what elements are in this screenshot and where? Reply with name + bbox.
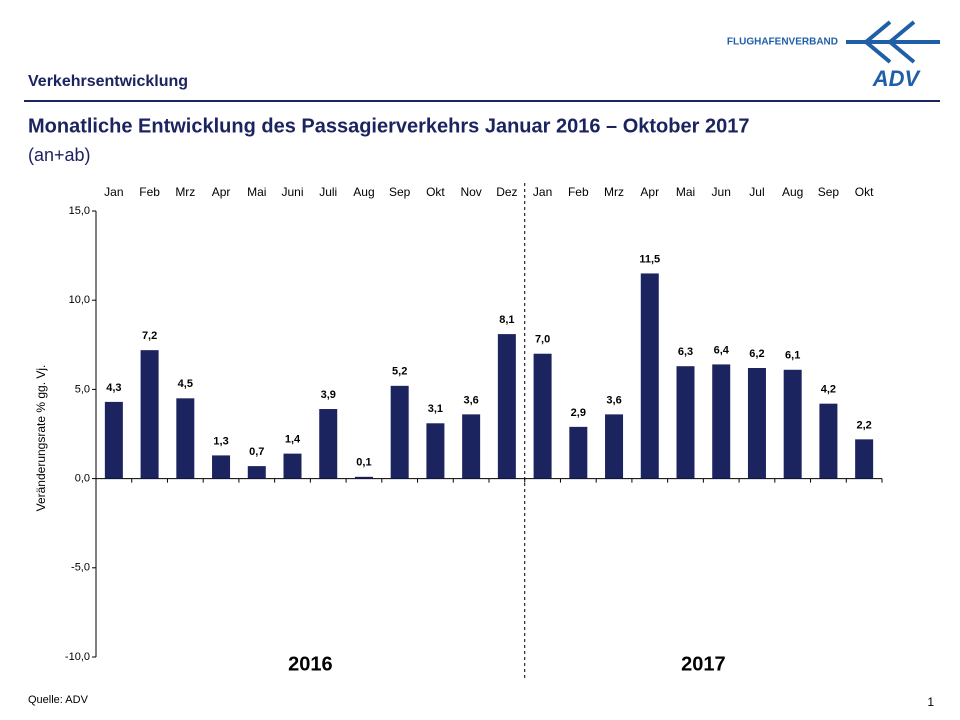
x-tick-label: Jun — [712, 185, 731, 199]
chart-subtitle: (an+ab) — [28, 145, 91, 165]
bar — [319, 409, 338, 479]
section-title: Verkehrsentwicklung — [28, 73, 188, 90]
x-tick-label: Dez — [496, 185, 517, 199]
x-tick-label: Juni — [281, 185, 303, 199]
x-tick-label: Apr — [640, 185, 659, 199]
value-label: 2,9 — [571, 407, 586, 419]
value-label: 4,3 — [106, 382, 121, 394]
bar — [283, 453, 302, 479]
x-tick-label: Mrz — [175, 185, 195, 199]
x-tick-label: Apr — [212, 185, 231, 199]
bar — [354, 476, 373, 479]
y-axis-label: Veränderungsrate % gg. Vj. — [34, 365, 48, 512]
bar — [569, 426, 588, 479]
value-label: 3,9 — [321, 389, 336, 401]
value-label: 7,2 — [142, 330, 157, 342]
x-tick-label: Aug — [353, 185, 374, 199]
x-tick-label: Jan — [104, 185, 123, 199]
logo-mark: ADV — [872, 66, 922, 91]
value-label: 6,4 — [714, 344, 730, 356]
bar — [819, 403, 838, 479]
value-label: 2,2 — [856, 419, 871, 431]
year-label: 2017 — [681, 653, 726, 675]
y-tick-label: -10,0 — [65, 651, 90, 663]
value-label: 5,2 — [392, 366, 407, 378]
y-tick-label: 15,0 — [69, 205, 90, 217]
bar — [462, 414, 481, 479]
y-tick-label: 10,0 — [69, 294, 90, 306]
y-tick-label: 0,0 — [75, 473, 90, 485]
x-tick-label: Jan — [533, 185, 552, 199]
source: Quelle: ADV — [28, 694, 89, 706]
value-label: 0,1 — [356, 457, 371, 469]
x-tick-label: Mrz — [604, 185, 624, 199]
value-label: 4,5 — [178, 378, 193, 390]
x-tick-label: Juli — [319, 185, 337, 199]
bar — [426, 423, 445, 479]
bar — [140, 350, 159, 479]
x-tick-label: Feb — [568, 185, 589, 199]
bar — [176, 398, 195, 479]
x-tick-label: Mai — [676, 185, 695, 199]
value-label: 3,6 — [606, 394, 621, 406]
bar — [605, 414, 624, 479]
x-tick-label: Aug — [782, 185, 803, 199]
bar — [390, 385, 409, 479]
x-tick-label: Jul — [749, 185, 764, 199]
logo-arrows — [846, 20, 940, 64]
value-label: 4,2 — [821, 384, 836, 396]
value-label: 3,6 — [463, 394, 478, 406]
x-tick-label: Nov — [460, 185, 481, 199]
value-label: 6,2 — [749, 348, 764, 360]
x-tick-label: Sep — [818, 185, 840, 199]
page-number: 1 — [927, 695, 934, 709]
bar — [747, 367, 766, 479]
bar — [247, 466, 266, 479]
bar — [104, 401, 123, 479]
bar — [712, 364, 731, 479]
value-label: 1,4 — [285, 434, 301, 446]
value-label: 6,1 — [785, 350, 800, 362]
y-tick-label: 5,0 — [75, 383, 90, 395]
x-tick-label: Okt — [855, 185, 874, 199]
bar — [855, 439, 874, 479]
value-label: 0,7 — [249, 446, 264, 458]
year-label: 2016 — [288, 653, 333, 675]
bar — [497, 334, 516, 479]
x-tick-label: Sep — [389, 185, 411, 199]
bar — [212, 455, 231, 479]
x-tick-label: Mai — [247, 185, 266, 199]
bar — [533, 353, 552, 479]
bar — [783, 369, 802, 479]
value-label: 3,1 — [428, 403, 443, 415]
bar — [676, 366, 695, 479]
value-label: 8,1 — [499, 314, 514, 326]
x-tick-label: Okt — [426, 185, 445, 199]
y-tick-label: -5,0 — [71, 562, 90, 574]
value-label: 1,3 — [213, 435, 228, 447]
value-label: 11,5 — [639, 253, 660, 265]
bar — [640, 273, 659, 479]
chart-title: Monatliche Entwicklung des Passagierverk… — [28, 115, 749, 137]
x-tick-label: Feb — [139, 185, 160, 199]
logo-text: FLUGHAFENVERBAND — [727, 37, 838, 48]
value-label: 6,3 — [678, 346, 693, 358]
value-label: 7,0 — [535, 334, 550, 346]
